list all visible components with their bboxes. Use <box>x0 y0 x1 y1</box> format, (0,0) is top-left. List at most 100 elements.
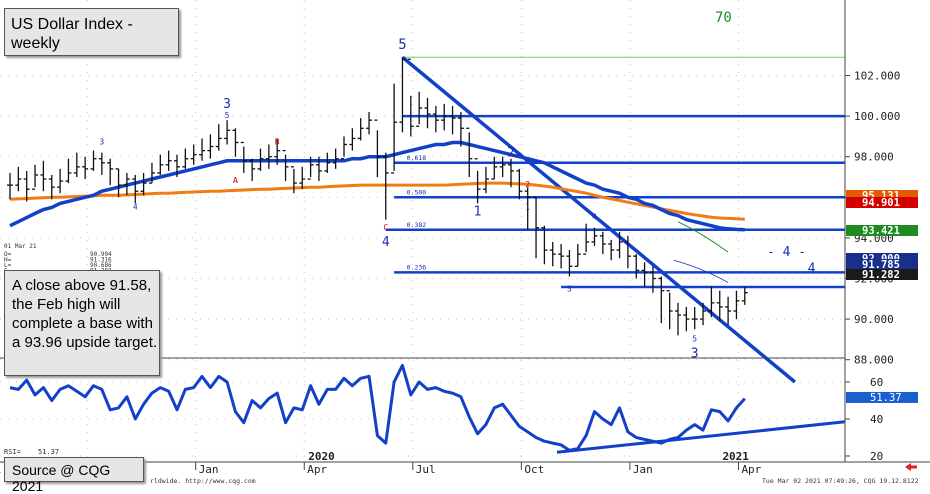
wave-label: 1 <box>474 205 482 220</box>
rsi-tick-label: 60 <box>870 376 883 389</box>
price-bar <box>274 138 281 165</box>
price-bar <box>224 120 231 145</box>
info-key: O= <box>4 251 12 258</box>
price-bar <box>132 174 139 204</box>
rsi-label: RSI= <box>4 448 21 456</box>
price-bar <box>733 290 740 320</box>
price-bar <box>40 160 47 192</box>
green-curve <box>677 221 729 253</box>
price-bar <box>441 103 448 131</box>
source-text: Source @ CQG 2021 <box>12 462 111 494</box>
chart-title: US Dollar Index - weekly <box>11 16 133 52</box>
price-bar <box>265 144 272 169</box>
long-ma <box>9 181 745 221</box>
time-tick-label: Apr <box>741 463 761 476</box>
fib-label: 0.382 <box>407 221 427 229</box>
price-bar <box>474 158 481 204</box>
price-bar <box>399 57 406 133</box>
wave-label: 2 <box>525 180 530 189</box>
price-bar <box>608 239 615 261</box>
price-tag-bg <box>846 225 918 236</box>
price-bar <box>666 290 673 330</box>
price-tick-label: 90.000 <box>854 313 894 326</box>
footer-right: Tue Mar 02 2021 07:49:26, CQG 19.12.8122 <box>762 477 919 485</box>
wave-label: 3 <box>99 138 104 147</box>
price-bar <box>416 91 423 127</box>
price-bar <box>207 134 214 159</box>
price-bar <box>165 150 172 171</box>
wave-label: A <box>233 176 238 185</box>
price-bar <box>90 150 97 171</box>
wave-label: C <box>383 223 388 232</box>
price-bar <box>7 172 13 200</box>
trendlines <box>401 55 846 454</box>
price-bar <box>332 148 339 169</box>
rsi-tick-label: 20 <box>870 450 883 463</box>
price-bar <box>574 243 581 267</box>
wave-label: 4 <box>382 235 390 250</box>
price-tag: 91.282 <box>862 269 900 281</box>
price-bar <box>349 128 356 151</box>
price-bar <box>516 168 523 200</box>
wave-label: 3 <box>567 285 572 294</box>
rsi-line <box>9 363 746 452</box>
price-bar <box>215 124 222 151</box>
price-bar <box>357 118 364 141</box>
price-bar <box>533 196 540 259</box>
price-bar <box>716 290 723 322</box>
downtrend-line <box>401 55 797 384</box>
price-bar <box>741 286 748 305</box>
price-bar <box>315 156 322 182</box>
year-label: 2021 <box>722 450 749 463</box>
price-tick-label: 88.000 <box>854 354 894 367</box>
price-bar <box>257 148 264 171</box>
fib-label: 0.236 <box>407 263 427 271</box>
price-bar <box>624 235 631 269</box>
price-bar <box>633 254 640 279</box>
price-bar <box>82 156 89 180</box>
price-bar <box>725 296 732 326</box>
source-box: Source @ CQG 2021 <box>4 457 144 494</box>
footer-left: rldwide. http://www.cqg.com <box>150 477 256 485</box>
rsi-tag: 51.37 <box>870 392 902 404</box>
price-bar <box>382 152 389 220</box>
price-bar <box>73 152 80 177</box>
price-bar <box>32 164 39 190</box>
price-bar <box>524 187 531 230</box>
price-bar <box>466 127 473 177</box>
price-bar <box>324 152 331 173</box>
info-date: 01 Mar 21 <box>4 243 37 250</box>
price-bar <box>482 166 489 194</box>
price-bar <box>23 170 30 202</box>
price-bar <box>374 119 381 177</box>
time-tick-label: Oct <box>524 463 544 476</box>
price-bar <box>691 306 698 330</box>
price-bar <box>174 154 180 177</box>
price-bar <box>491 156 498 180</box>
info-value: 90.686 <box>90 262 112 269</box>
price-bar <box>190 144 197 165</box>
time-tick-label: Jul <box>416 463 436 476</box>
price-bars <box>7 57 748 336</box>
price-bar <box>148 162 155 184</box>
time-tick-label: Jan <box>633 463 653 476</box>
time-tick-label: Jul <box>0 463 1 476</box>
wave-label: 4 <box>133 202 138 211</box>
price-tick-label: 102.000 <box>854 70 900 83</box>
price-tag: 93.421 <box>862 225 900 237</box>
fib-label: 0.618 <box>407 154 427 162</box>
price-bar <box>15 166 22 192</box>
price-bar <box>708 286 715 318</box>
price-bar <box>249 158 256 182</box>
wave-label: 3 <box>691 347 699 362</box>
price-bar <box>299 166 306 190</box>
price-tick-label: 100.000 <box>854 110 900 123</box>
price-bar <box>508 158 514 188</box>
price-bar <box>57 168 64 194</box>
price-tag-bg <box>846 197 918 208</box>
rsi-tick-label: 40 <box>870 413 883 426</box>
price-bar <box>182 148 189 169</box>
time-tick-label: Jan <box>199 463 219 476</box>
price-bar <box>157 154 164 175</box>
